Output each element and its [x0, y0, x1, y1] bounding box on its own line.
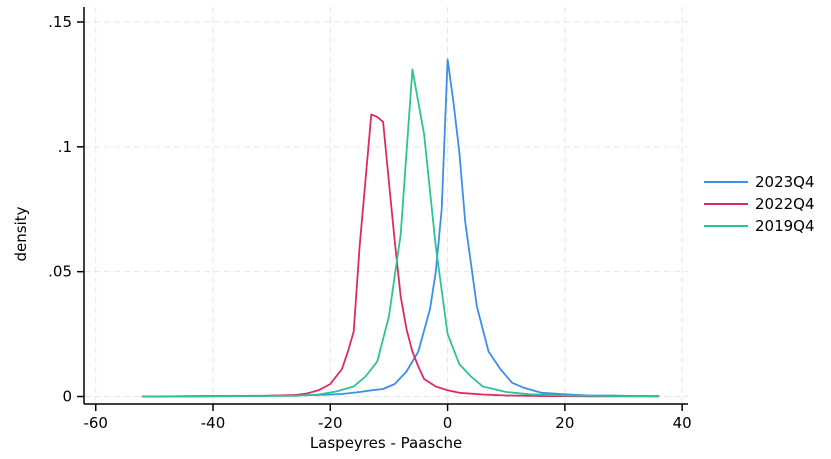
y-tick-label: .15: [48, 13, 72, 31]
x-tick-label: -40: [201, 414, 226, 432]
x-tick-label: 40: [673, 414, 692, 432]
y-tick-label: 0: [62, 388, 72, 406]
x-tick-label: -60: [83, 414, 108, 432]
grid-lines: [84, 7, 688, 404]
axes: [83, 7, 688, 405]
series-lines: [141, 58, 660, 398]
x-tick-label: 20: [555, 414, 574, 432]
legend-label-2023q4: 2023Q4: [755, 173, 815, 191]
legend: 2023Q4 2022Q4 2019Q4: [704, 173, 815, 235]
legend-label-2019q4: 2019Q4: [755, 217, 815, 235]
y-tick-label: .1: [58, 138, 72, 156]
x-axis-title: Laspeyres - Paasche: [310, 434, 462, 452]
y-ticks: 0 .05 .1 .15: [48, 13, 84, 406]
y-axis-title: density: [12, 206, 30, 261]
legend-label-2022q4: 2022Q4: [755, 195, 815, 213]
y-tick-label: .05: [48, 263, 72, 281]
series-line-2023q4: [141, 58, 660, 398]
series-line-2019q4: [141, 68, 660, 398]
x-tick-label: 0: [443, 414, 453, 432]
x-tick-label: -20: [318, 414, 343, 432]
x-ticks: -60 -40 -20 0 20 40: [83, 404, 692, 432]
series-line-2022q4: [141, 113, 660, 398]
